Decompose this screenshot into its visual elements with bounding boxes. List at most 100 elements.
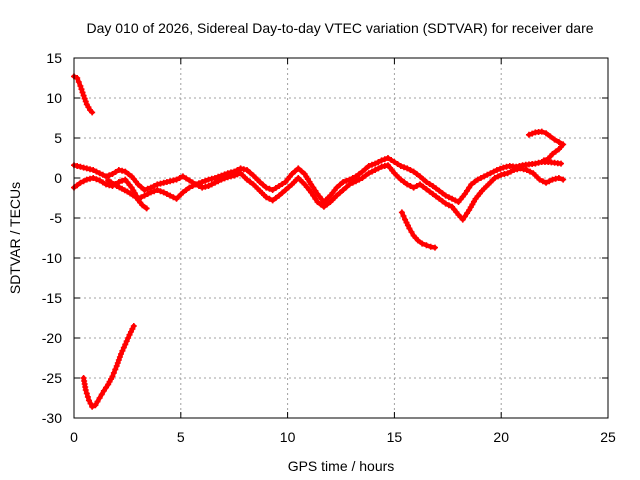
data-point	[349, 179, 356, 186]
data-point	[80, 178, 87, 185]
data-point	[449, 195, 456, 202]
data-point	[439, 190, 446, 197]
data-point	[94, 398, 101, 405]
data-point	[163, 191, 170, 197]
data-point	[112, 366, 119, 373]
data-point	[186, 184, 193, 191]
x-tick-label: 25	[600, 429, 616, 445]
data-point	[333, 184, 340, 191]
data-point	[401, 179, 408, 185]
data-point	[420, 176, 427, 183]
data-point	[423, 186, 430, 193]
data-point	[547, 133, 554, 140]
data-point	[77, 83, 84, 89]
y-tick-label: 15	[46, 50, 62, 66]
data-point	[109, 373, 116, 380]
series-slant-early	[105, 177, 150, 212]
data-point	[388, 157, 395, 163]
y-tick-label: 10	[46, 90, 62, 106]
y-axis-label: SDTVAR / TECUs	[7, 182, 23, 294]
data-point	[125, 171, 132, 177]
data-point	[92, 402, 99, 409]
data-point	[466, 184, 473, 191]
data-point	[471, 179, 478, 185]
data-point	[141, 187, 148, 193]
data-point	[407, 183, 414, 189]
data-point	[123, 338, 130, 345]
data-point	[555, 146, 562, 153]
data-point	[436, 187, 443, 194]
data-point	[122, 341, 129, 348]
data-point	[138, 194, 145, 201]
data-point	[404, 181, 411, 188]
y-tick-label: -20	[42, 330, 62, 346]
data-point	[546, 178, 553, 185]
data-point	[234, 171, 241, 178]
data-point	[195, 183, 202, 189]
data-point	[536, 176, 543, 183]
data-point	[452, 197, 459, 204]
data-point	[110, 369, 117, 376]
data-point	[130, 323, 137, 329]
data-point	[282, 187, 289, 193]
data-point	[368, 161, 375, 168]
data-point	[79, 89, 86, 96]
data-point	[247, 169, 254, 176]
data-point	[276, 192, 283, 199]
data-point	[83, 390, 90, 397]
data-point	[99, 171, 106, 178]
data-point	[340, 179, 347, 185]
x-tick-label: 10	[280, 429, 296, 445]
data-point	[279, 181, 286, 187]
data-point	[333, 192, 340, 199]
data-point	[109, 171, 116, 177]
data-point	[484, 171, 491, 178]
data-point	[263, 194, 270, 201]
data-point	[295, 165, 302, 172]
data-point	[266, 195, 273, 202]
y-tick-label: -25	[42, 370, 62, 386]
data-point	[375, 159, 382, 165]
data-point	[103, 173, 110, 180]
data-point	[96, 170, 103, 177]
data-point	[359, 175, 366, 181]
data-point	[365, 163, 372, 169]
chart-title: Day 010 of 2026, Sidereal Day-to-day VTE…	[86, 20, 593, 36]
data-point	[340, 187, 347, 193]
data-point	[221, 175, 228, 182]
data-point	[391, 159, 398, 165]
data-point	[426, 188, 433, 195]
data-point	[279, 189, 286, 196]
data-point	[429, 183, 436, 189]
data-point	[84, 393, 91, 400]
data-point	[507, 168, 514, 175]
data-point	[272, 195, 279, 201]
y-tick-label: 5	[54, 130, 62, 146]
data-point	[555, 175, 562, 181]
data-point	[419, 240, 426, 247]
data-point	[431, 244, 438, 251]
data-point	[365, 170, 372, 177]
data-point	[114, 360, 121, 366]
data-point	[406, 225, 413, 232]
data-point	[375, 165, 382, 172]
data-point	[179, 173, 186, 180]
data-point	[80, 92, 87, 99]
x-tick-label: 15	[387, 429, 403, 445]
data-point	[312, 187, 319, 194]
plot-frame	[73, 57, 609, 419]
data-point	[186, 177, 193, 184]
data-point	[461, 191, 468, 197]
data-point	[82, 387, 89, 393]
data-point	[417, 173, 424, 180]
data-point	[85, 397, 92, 404]
series-main-band	[71, 155, 565, 205]
series-main-band-lower	[71, 162, 567, 223]
data-point	[218, 176, 225, 183]
data-point	[90, 167, 97, 173]
data-point	[244, 167, 251, 173]
data-point	[116, 354, 123, 360]
data-point	[324, 201, 331, 208]
y-tick-label: -5	[50, 210, 63, 226]
